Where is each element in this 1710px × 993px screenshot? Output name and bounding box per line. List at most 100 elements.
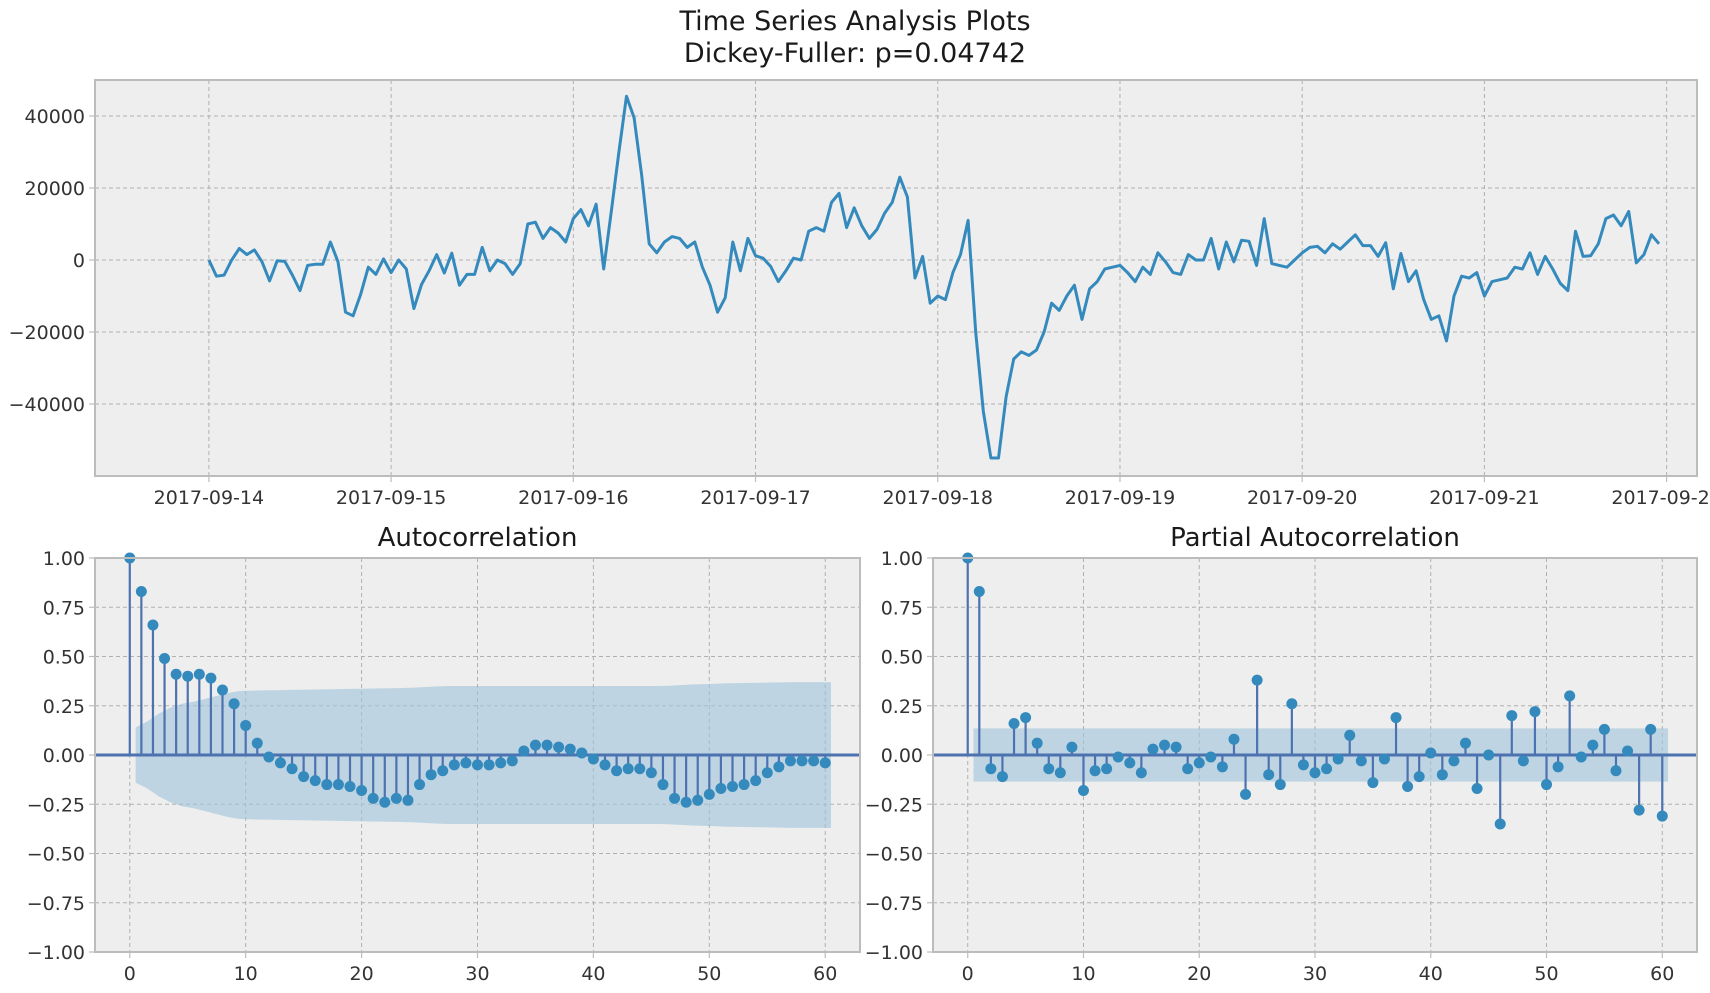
stem-marker bbox=[344, 781, 356, 793]
stem-marker bbox=[1355, 755, 1367, 767]
stem-marker bbox=[332, 779, 344, 791]
stem-marker bbox=[1020, 712, 1032, 724]
stem-marker bbox=[657, 779, 669, 791]
stem-marker bbox=[1378, 753, 1390, 765]
stem-marker bbox=[1147, 743, 1159, 755]
stem-marker bbox=[135, 585, 147, 597]
stem-marker bbox=[518, 745, 530, 757]
stem-marker bbox=[1483, 749, 1495, 761]
stem-marker bbox=[680, 796, 692, 808]
stem-marker bbox=[985, 763, 997, 775]
axes-time-series: 2017-09-14 2017-09-15 2017-09-16 2017-09-17… bbox=[9, 79, 1710, 509]
stem-marker bbox=[1193, 757, 1205, 769]
stem-marker bbox=[1031, 737, 1043, 749]
y-tick-label: −0.50 bbox=[27, 844, 85, 866]
stem-marker bbox=[1517, 755, 1529, 767]
x-tick-label: 50 bbox=[697, 963, 721, 985]
stem-marker bbox=[1633, 804, 1645, 816]
y-tick-label: 0.25 bbox=[43, 696, 85, 718]
x-tick-label: 60 bbox=[1650, 963, 1674, 985]
stem-marker bbox=[1344, 729, 1356, 741]
stem-marker bbox=[1564, 690, 1576, 702]
stem-marker bbox=[622, 763, 634, 775]
y-tick-label: −20000 bbox=[9, 322, 85, 344]
x-tick-label: 10 bbox=[234, 963, 258, 985]
stem-marker bbox=[1112, 751, 1124, 763]
stem-marker bbox=[1286, 698, 1298, 710]
axes-panel-1: 0 10 20 30 40 50 60 −1.00 −0.75 −0.50 −0.25 0.00 0.2… bbox=[27, 523, 861, 985]
x-tick-label: 20 bbox=[349, 963, 373, 985]
x-tick-label: 2017-09-15 bbox=[336, 487, 446, 509]
panel-title: Partial Autocorrelation bbox=[1170, 523, 1460, 553]
x-tick-label: 2017-09-16 bbox=[518, 487, 628, 509]
stem-marker bbox=[1541, 779, 1553, 791]
stem-marker bbox=[773, 761, 785, 773]
stem-marker bbox=[240, 719, 252, 731]
stem-marker bbox=[448, 759, 460, 771]
stem-marker bbox=[996, 771, 1008, 783]
stem-marker bbox=[170, 668, 182, 680]
y-tick-label: −40000 bbox=[9, 394, 85, 416]
stem-marker bbox=[703, 788, 715, 800]
stem-marker bbox=[1170, 741, 1182, 753]
axes-spines bbox=[94, 79, 1698, 477]
stem-marker bbox=[599, 759, 611, 771]
stem-marker bbox=[1101, 763, 1113, 775]
stem-marker bbox=[529, 739, 541, 751]
y-tick-label: −1.00 bbox=[865, 942, 923, 964]
x-tick-label: 0 bbox=[124, 963, 136, 985]
stem-marker bbox=[808, 755, 820, 767]
stem-marker bbox=[784, 755, 796, 767]
stem-marker bbox=[483, 759, 495, 771]
x-tick-label: 10 bbox=[1071, 963, 1095, 985]
x-tick-label: 2017-09-14 bbox=[154, 487, 264, 509]
x-tick-label: 2017-09-22 bbox=[1611, 487, 1710, 509]
stem-marker bbox=[1054, 767, 1066, 779]
stem-marker bbox=[1321, 763, 1333, 775]
x-tick-label: 30 bbox=[465, 963, 489, 985]
stem-marker bbox=[414, 779, 426, 791]
stem-marker bbox=[1043, 763, 1055, 775]
stem-marker bbox=[611, 765, 623, 777]
y-tick-label: 1.00 bbox=[43, 548, 85, 570]
y-tick-label: 0.50 bbox=[43, 647, 85, 669]
y-tick-label: 0.75 bbox=[881, 597, 923, 619]
stem-marker bbox=[1459, 737, 1471, 749]
y-tick-label: 0.50 bbox=[881, 647, 923, 669]
stem-marker bbox=[1274, 779, 1286, 791]
stem-marker bbox=[367, 792, 379, 804]
stem-marker bbox=[1436, 769, 1448, 781]
stem-marker bbox=[495, 757, 507, 769]
stem-marker bbox=[587, 753, 599, 765]
stem-marker bbox=[1205, 751, 1217, 763]
stem-marker bbox=[425, 769, 437, 781]
stem-marker bbox=[263, 751, 275, 763]
axes-spines bbox=[94, 557, 861, 953]
x-tick-label: 40 bbox=[581, 963, 605, 985]
series-line bbox=[207, 94, 1661, 460]
stem-marker bbox=[1494, 818, 1506, 830]
y-tick-label: 40000 bbox=[25, 106, 85, 128]
stem-marker bbox=[1610, 765, 1622, 777]
stem-marker bbox=[576, 747, 588, 759]
x-tick-label: 40 bbox=[1419, 963, 1443, 985]
stem-marker bbox=[1066, 741, 1078, 753]
y-tick-label: −0.25 bbox=[865, 794, 923, 816]
stem-marker bbox=[564, 743, 576, 755]
stem-marker bbox=[1587, 739, 1599, 751]
stem-marker bbox=[437, 765, 449, 777]
stem-marker bbox=[298, 771, 310, 783]
stem-marker bbox=[1297, 759, 1309, 771]
stem-marker bbox=[1598, 723, 1610, 735]
stem-marker bbox=[541, 739, 553, 751]
x-tick-label: 2017-09-21 bbox=[1429, 487, 1539, 509]
stem-marker bbox=[159, 652, 171, 664]
y-tick-label: −0.25 bbox=[27, 794, 85, 816]
stem-marker bbox=[506, 755, 518, 767]
figure-subtitle: Dickey-Fuller: p=0.04742 bbox=[683, 38, 1027, 69]
y-tick-label: 0.00 bbox=[881, 745, 923, 767]
stem-marker bbox=[1390, 712, 1402, 724]
